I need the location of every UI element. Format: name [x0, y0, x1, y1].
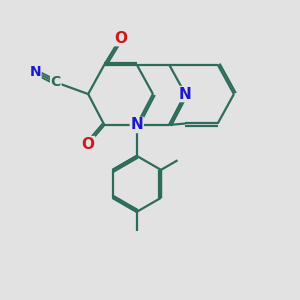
Text: O: O [82, 136, 95, 152]
Text: C: C [51, 75, 61, 89]
Text: N: N [179, 87, 192, 102]
Text: O: O [114, 31, 127, 46]
Text: N: N [130, 118, 143, 133]
Text: N: N [29, 65, 41, 79]
